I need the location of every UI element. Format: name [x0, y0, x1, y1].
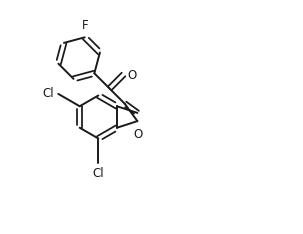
Text: O: O [128, 69, 137, 82]
Text: Cl: Cl [92, 167, 104, 180]
Text: F: F [82, 19, 88, 32]
Text: Cl: Cl [42, 87, 54, 100]
Text: O: O [133, 128, 143, 141]
